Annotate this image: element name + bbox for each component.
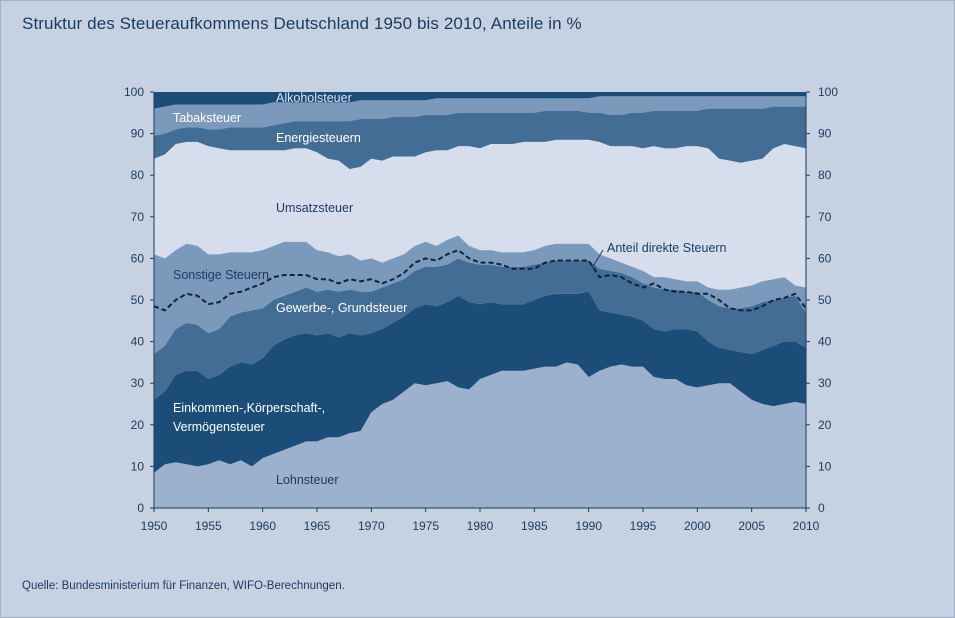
direkte-steuern-line: [153, 248, 807, 312]
area-energie: [154, 106, 806, 169]
x-tick-label: 1970: [358, 519, 385, 533]
y-tick-label-left: 50: [131, 293, 145, 307]
label-vermoegensteuer: Vermögensteuer: [173, 420, 265, 434]
x-tick-label: 1985: [521, 519, 548, 533]
source-note: Quelle: Bundesministerium für Finanzen, …: [22, 580, 345, 592]
x-tick-label: 2005: [738, 519, 765, 533]
x-tick-label: 1955: [195, 519, 222, 533]
y-tick-label-left: 20: [131, 418, 145, 432]
y-tick-label-left: 0: [137, 501, 144, 515]
label-umsatzsteuer: Umsatzsteuer: [276, 201, 353, 215]
y-tick-label-right: 80: [818, 168, 832, 182]
y-tick-label-right: 70: [818, 210, 832, 224]
y-tick-label-left: 30: [131, 376, 145, 390]
x-tick-label: 1965: [304, 519, 331, 533]
area-umsatz: [154, 139, 806, 290]
y-tick-label-right: 0: [818, 501, 825, 515]
label-sonstige-steuern: Sonstige Steuern: [173, 268, 269, 282]
x-tick-label: 1975: [412, 519, 439, 533]
x-tick-label: 1980: [467, 519, 494, 533]
y-tick-label-left: 10: [131, 459, 145, 473]
area-sonstige: [154, 235, 806, 355]
label-gewerbe-grundsteuer: Gewerbe-, Grundsteuer: [276, 301, 407, 315]
label-alkoholsteuer: Alkoholsteuer: [276, 91, 352, 105]
x-tick-label: 2010: [793, 519, 820, 533]
x-tick-label: 1990: [575, 519, 602, 533]
y-tick-label-right: 50: [818, 293, 832, 307]
line-label-pointer: [591, 249, 604, 269]
y-tick-label-right: 20: [818, 418, 832, 432]
area-tabak: [154, 96, 806, 136]
y-tick-label-left: 40: [131, 335, 145, 349]
y-tick-label-left: 60: [131, 251, 145, 265]
x-tick-label: 1995: [630, 519, 657, 533]
y-tick-label-left: 100: [124, 85, 144, 99]
area-einkommen: [154, 291, 806, 473]
y-tick-label-left: 70: [131, 210, 145, 224]
y-tick-label-right: 40: [818, 335, 832, 349]
y-tick-label-left: 80: [131, 168, 145, 182]
y-tick-label-right: 30: [818, 376, 832, 390]
y-tick-label-right: 10: [818, 459, 832, 473]
label-einkommen: Einkommen-,Körperschaft-,: [173, 401, 325, 415]
axes: 0 0 10 10 20 20 30 30 40 40 50 50 60 60 70 70 80 80 90 90 10…: [124, 85, 838, 533]
layer-labels: Alkoholsteuer Tabaksteuer Energiesteuern…: [173, 91, 727, 487]
chart-title: Struktur des Steueraufkommens Deutschlan…: [22, 14, 582, 33]
label-energiesteuern: Energiesteuern: [276, 131, 361, 145]
x-tick-label: 2000: [684, 519, 711, 533]
area-layers: [154, 92, 806, 508]
area-gewerbe: [154, 258, 806, 400]
y-tick-label-left: 90: [131, 127, 145, 141]
label-tabaksteuer: Tabaksteuer: [173, 111, 241, 125]
y-tick-label-right: 100: [818, 85, 838, 99]
label-lohnsteuer: Lohnsteuer: [276, 473, 339, 487]
label-anteil-direkte-steuern: Anteil direkte Steuern: [607, 241, 727, 255]
x-tick-label: 1960: [249, 519, 276, 533]
area-lohnsteuer: [154, 362, 806, 508]
y-tick-label-right: 90: [818, 127, 832, 141]
y-tick-label-right: 60: [818, 251, 832, 265]
area-alkohol: [154, 92, 806, 109]
x-tick-label: 1950: [141, 519, 168, 533]
